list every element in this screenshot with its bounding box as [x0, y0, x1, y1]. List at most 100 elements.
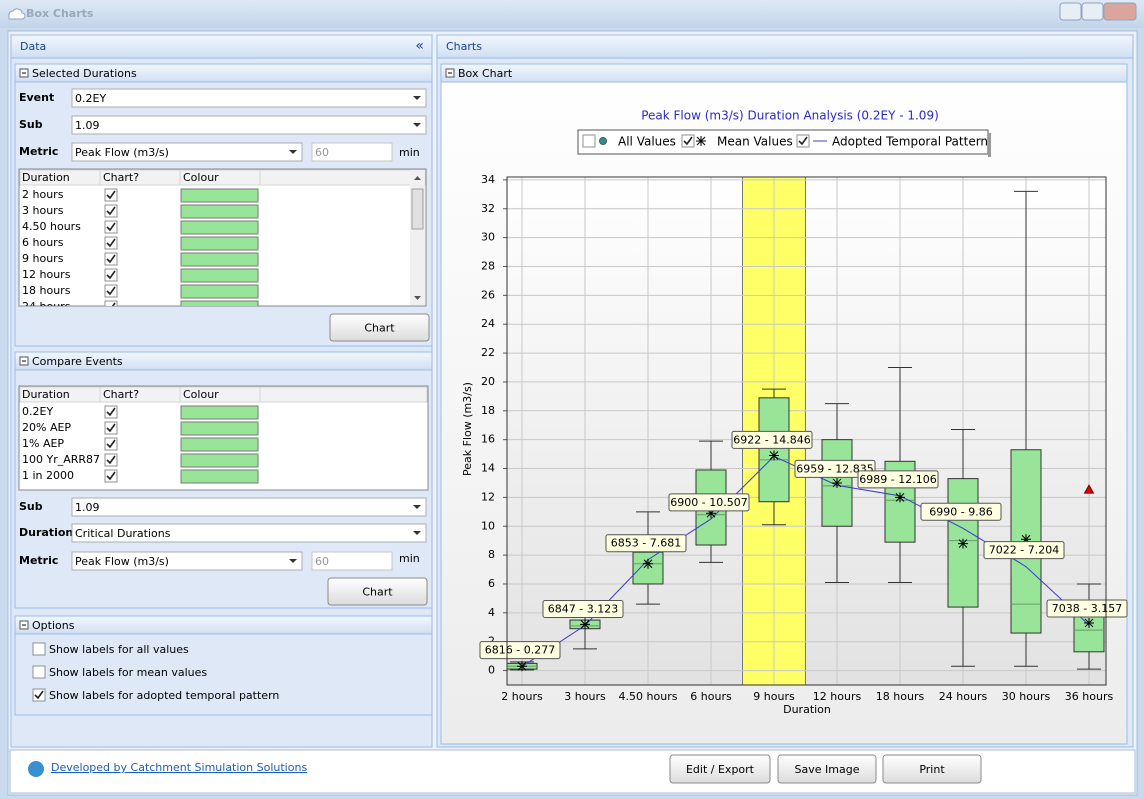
column-header: Chart?: [103, 171, 139, 184]
x-tick-label: 36 hours: [1065, 690, 1114, 703]
y-tick-label: 14: [481, 462, 495, 475]
y-tick-label: 6: [488, 577, 495, 590]
row-label: 100 Yr_ARR87: [22, 453, 100, 466]
colour-swatch: [181, 221, 258, 234]
button-label[interactable]: Print: [919, 763, 945, 776]
button-label[interactable]: Edit / Export: [686, 763, 755, 776]
group-title: Compare Events: [32, 355, 123, 368]
mean-marker: [895, 492, 905, 502]
row-label: 1 in 2000: [22, 469, 74, 482]
combo-value: Peak Flow (m3/s): [75, 146, 169, 159]
combo-box[interactable]: [72, 498, 426, 516]
colour-swatch: [181, 205, 258, 218]
y-tick-label: 18: [481, 404, 495, 417]
checkbox[interactable]: [105, 470, 117, 482]
checkbox[interactable]: [105, 221, 117, 233]
y-axis-title: Peak Flow (m3/s): [461, 382, 474, 476]
y-tick-label: 26: [481, 288, 495, 301]
window-title: Box Charts: [26, 7, 94, 20]
field-label: Sub: [19, 500, 43, 513]
option-label[interactable]: Show labels for all values: [49, 643, 189, 656]
maximize-button[interactable]: [1082, 3, 1103, 20]
pattern-label: 6900 - 10.507: [670, 496, 747, 509]
input-value: 60: [315, 146, 329, 159]
table-header: [20, 170, 425, 185]
mean-marker: [643, 559, 653, 569]
checkbox[interactable]: [33, 689, 45, 701]
column-header: Colour: [183, 388, 219, 401]
button-label[interactable]: Chart: [364, 322, 395, 335]
legend-label[interactable]: Mean Values: [717, 135, 793, 149]
combo-value: 1.09: [75, 119, 100, 132]
checkbox[interactable]: [105, 285, 117, 297]
mean-marker: [517, 661, 527, 671]
checkbox[interactable]: [583, 135, 595, 147]
group-header: [441, 64, 1127, 82]
group-header: [15, 616, 432, 634]
colour-swatch: [181, 422, 258, 435]
checkbox[interactable]: [105, 189, 117, 201]
checkbox[interactable]: [105, 205, 117, 217]
row-label: 18 hours: [22, 284, 71, 297]
colour-swatch: [181, 438, 258, 451]
y-tick-label: 16: [481, 433, 495, 446]
scroll-thumb[interactable]: [412, 189, 423, 229]
checkbox[interactable]: [105, 253, 117, 265]
table-header: [20, 387, 427, 402]
checkbox[interactable]: [105, 438, 117, 450]
colour-swatch: [181, 285, 258, 298]
y-tick-label: 8: [488, 548, 495, 561]
y-tick-label: 0: [488, 664, 495, 677]
row-label: 6 hours: [22, 236, 64, 249]
unit-label: min: [399, 146, 420, 159]
combo-value: Critical Durations: [75, 527, 171, 540]
legend-label[interactable]: Adopted Temporal Pattern: [832, 135, 988, 149]
button-label[interactable]: Save Image: [795, 763, 860, 776]
company-logo: [28, 761, 44, 777]
column-header: Colour: [183, 171, 219, 184]
pattern-label: 6989 - 12.106: [859, 473, 936, 486]
y-tick-label: 30: [481, 231, 495, 244]
button-label[interactable]: Chart: [362, 586, 393, 599]
unit-label: min: [399, 552, 420, 565]
checkbox[interactable]: [105, 269, 117, 281]
checkbox[interactable]: [797, 135, 809, 147]
x-tick-label: 12 hours: [813, 690, 862, 703]
mean-marker: [958, 539, 968, 549]
x-tick-label: 4.50 hours: [619, 690, 678, 703]
checkbox[interactable]: [105, 422, 117, 434]
checkbox[interactable]: [105, 454, 117, 466]
x-tick-label: 9 hours: [753, 690, 795, 703]
mean-marker: [1084, 618, 1094, 628]
row-label: 0.2EY: [22, 405, 53, 418]
footer-link[interactable]: Developed by Catchment Simulation Soluti…: [51, 761, 307, 774]
legend-shadow: [988, 133, 991, 157]
close-button[interactable]: [1104, 3, 1136, 20]
legend-label[interactable]: All Values: [618, 135, 676, 149]
pattern-label: 6847 - 3.123: [548, 602, 618, 615]
combo-box[interactable]: [72, 116, 426, 134]
colour-swatch: [181, 237, 258, 250]
checkbox[interactable]: [33, 666, 45, 678]
colour-swatch: [181, 253, 258, 266]
pattern-label: 7022 - 7.204: [989, 544, 1059, 557]
collapse-button[interactable]: «: [415, 38, 424, 54]
checkbox[interactable]: [682, 135, 694, 147]
option-label[interactable]: Show labels for mean values: [49, 666, 207, 679]
y-tick-label: 20: [481, 375, 495, 388]
pattern-label: 6853 - 7.681: [611, 537, 681, 550]
combo-value: Peak Flow (m3/s): [75, 555, 169, 568]
checkbox[interactable]: [33, 643, 45, 655]
colour-swatch: [181, 454, 258, 467]
chart-title: Peak Flow (m3/s) Duration Analysis (0.2E…: [641, 109, 939, 123]
option-label[interactable]: Show labels for adopted temporal pattern: [49, 689, 279, 702]
row-label: 12 hours: [22, 268, 71, 281]
row-label: 1% AEP: [22, 437, 64, 450]
minimize-button[interactable]: [1060, 3, 1081, 20]
checkbox[interactable]: [105, 237, 117, 249]
x-tick-label: 3 hours: [564, 690, 606, 703]
colour-swatch: [181, 406, 258, 419]
group-title: Box Chart: [458, 67, 513, 80]
combo-box[interactable]: [72, 89, 426, 107]
checkbox[interactable]: [105, 406, 117, 418]
